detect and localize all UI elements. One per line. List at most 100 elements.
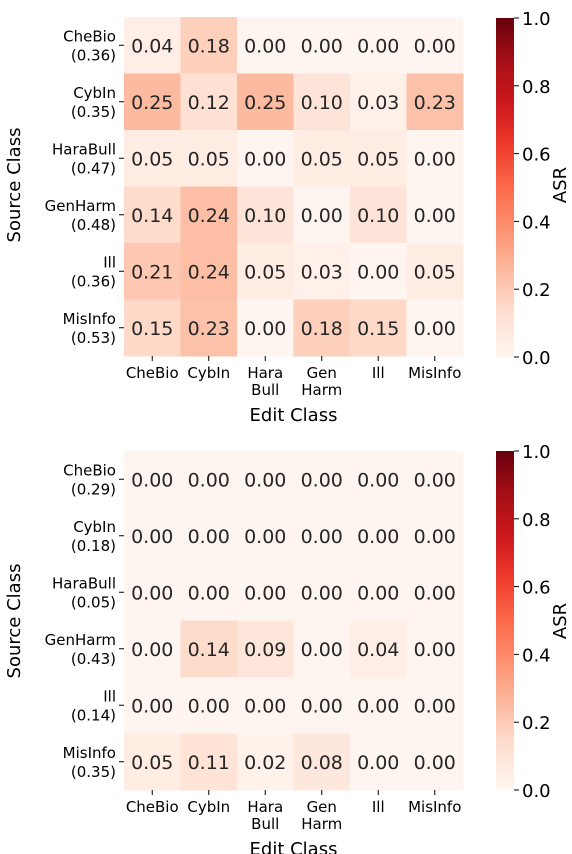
cell-value-label: 0.00 bbox=[414, 35, 456, 57]
heatmap-cell bbox=[180, 620, 238, 678]
heatmap-cell bbox=[124, 507, 181, 565]
cell-value-label: 0.00 bbox=[301, 469, 343, 491]
x-tick-label: CheBio bbox=[126, 364, 179, 382]
cell-value-label: 0.14 bbox=[188, 639, 230, 661]
cell-value-label: 0.00 bbox=[244, 469, 286, 491]
colorbar-tick-label: 0.6 bbox=[522, 145, 551, 166]
x-tick-label: MisInfo bbox=[408, 798, 461, 816]
cell-value-label: 0.00 bbox=[414, 205, 456, 227]
heatmap-cell bbox=[350, 243, 407, 300]
cell-value-label: 0.00 bbox=[131, 526, 173, 548]
heatmap-cell bbox=[237, 620, 294, 678]
heatmap-cell bbox=[180, 130, 238, 187]
cell-value-label: 0.00 bbox=[244, 526, 286, 548]
cell-value-label: 0.00 bbox=[131, 469, 173, 491]
heatmap-cell bbox=[406, 620, 464, 678]
heatmap-cell bbox=[180, 299, 238, 357]
cell-value-label: 0.00 bbox=[357, 469, 399, 491]
cell-value-label: 0.00 bbox=[244, 35, 286, 57]
colorbar-tick-label: 0.6 bbox=[522, 578, 551, 599]
y-tick-label: HaraBull (0.05) bbox=[52, 574, 116, 611]
heatmap-cell bbox=[237, 564, 294, 621]
colorbar-tick-label: 0.8 bbox=[522, 77, 551, 98]
cell-value-label: 0.25 bbox=[244, 92, 286, 114]
cell-value-label: 0.00 bbox=[357, 695, 399, 717]
cell-value-label: 0.10 bbox=[301, 92, 343, 114]
cell-value-label: 0.04 bbox=[357, 639, 399, 661]
cell-value-label: 0.00 bbox=[414, 582, 456, 604]
y-axis-label: Source Class bbox=[4, 128, 25, 243]
cell-value-label: 0.12 bbox=[188, 92, 230, 114]
cell-value-label: 0.00 bbox=[188, 695, 230, 717]
x-tick-label: Ill bbox=[372, 798, 385, 816]
cell-value-label: 0.00 bbox=[244, 695, 286, 717]
cell-value-label: 0.00 bbox=[188, 526, 230, 548]
cell-value-label: 0.24 bbox=[188, 205, 230, 227]
y-tick-label: Ill (0.36) bbox=[71, 253, 116, 290]
heatmap-cell bbox=[124, 73, 181, 131]
cell-value-label: 0.10 bbox=[357, 205, 399, 227]
y-tick-label: Ill (0.14) bbox=[71, 687, 116, 724]
heatmap-cell bbox=[406, 299, 464, 357]
cell-value-label: 0.05 bbox=[357, 148, 399, 170]
heatmap-cell bbox=[293, 186, 351, 244]
x-tick-label: Hara Bull bbox=[247, 798, 283, 833]
heatmap-cell bbox=[124, 677, 181, 734]
cell-value-label: 0.11 bbox=[188, 752, 230, 774]
y-axis-label: Source Class bbox=[4, 564, 25, 679]
heatmap-cell bbox=[237, 733, 294, 791]
heatmap-cell bbox=[350, 130, 407, 187]
heatmap-cell bbox=[293, 130, 351, 187]
cell-value-label: 0.00 bbox=[301, 695, 343, 717]
heatmap-cell bbox=[124, 733, 181, 791]
colorbar-tick-label: 0.4 bbox=[522, 645, 551, 666]
cell-value-label: 0.05 bbox=[131, 148, 173, 170]
heatmap-cell bbox=[350, 507, 407, 565]
heatmap-cell bbox=[180, 451, 238, 508]
cell-value-label: 0.03 bbox=[357, 92, 399, 114]
heatmap-cell bbox=[237, 130, 294, 187]
heatmap-cell bbox=[180, 507, 238, 565]
heatmap-cell bbox=[180, 733, 238, 791]
heatmap-cell bbox=[124, 451, 181, 508]
heatmap-cell bbox=[350, 451, 407, 508]
cell-value-label: 0.23 bbox=[414, 92, 456, 114]
heatmap-cell bbox=[350, 677, 407, 734]
heatmap-cell bbox=[350, 620, 407, 678]
heatmap-cell bbox=[406, 564, 464, 621]
x-tick-label: CybIn bbox=[187, 798, 230, 816]
x-axis-label: Edit Class bbox=[250, 405, 338, 426]
heatmap-cell bbox=[124, 17, 181, 74]
cell-value-label: 0.00 bbox=[414, 639, 456, 661]
colorbar-tick-label: 0.0 bbox=[522, 781, 551, 802]
heatmap-cell bbox=[406, 130, 464, 187]
cell-value-label: 0.00 bbox=[301, 639, 343, 661]
heatmap-cell bbox=[293, 243, 351, 300]
heatmap-cell bbox=[124, 564, 181, 621]
cell-value-label: 0.00 bbox=[301, 582, 343, 604]
cell-value-label: 0.00 bbox=[131, 582, 173, 604]
colorbar-label: ASR bbox=[550, 167, 571, 203]
x-tick-label: CheBio bbox=[126, 798, 179, 816]
cell-value-label: 0.05 bbox=[301, 148, 343, 170]
cell-value-label: 0.00 bbox=[414, 526, 456, 548]
cell-value-label: 0.00 bbox=[244, 148, 286, 170]
heatmap-cell bbox=[293, 507, 351, 565]
cell-value-label: 0.24 bbox=[188, 261, 230, 283]
y-tick-label: MisInfo (0.53) bbox=[63, 310, 116, 347]
heatmap-cell bbox=[350, 564, 407, 621]
cell-value-label: 0.18 bbox=[301, 318, 343, 340]
colorbar-label: ASR bbox=[550, 603, 571, 639]
heatmap-cell bbox=[124, 130, 181, 187]
cell-value-label: 0.00 bbox=[414, 469, 456, 491]
heatmap-cell bbox=[293, 299, 351, 357]
heatmap-cell bbox=[180, 677, 238, 734]
cell-value-label: 0.08 bbox=[301, 752, 343, 774]
heatmap-cell bbox=[180, 73, 238, 131]
heatmap-cell bbox=[350, 73, 407, 131]
heatmap-cell bbox=[406, 451, 464, 508]
cell-value-label: 0.00 bbox=[188, 582, 230, 604]
cell-value-label: 0.00 bbox=[357, 35, 399, 57]
cell-value-label: 0.04 bbox=[131, 35, 173, 57]
